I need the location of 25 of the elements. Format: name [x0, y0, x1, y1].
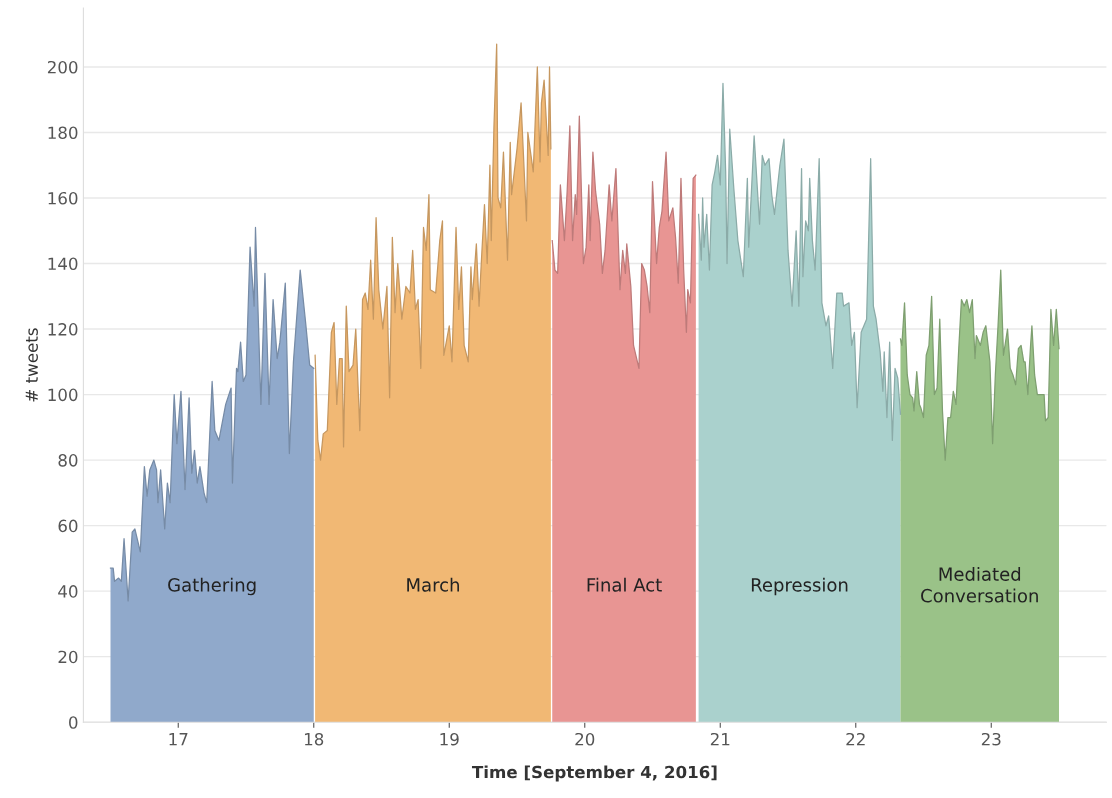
- series-label: Repression: [751, 577, 848, 596]
- y-tick-label: 20: [58, 650, 78, 664]
- x-tick-label: 18: [304, 732, 324, 746]
- series-label: Gathering: [168, 577, 256, 596]
- y-tick-label: 40: [58, 585, 78, 598]
- x-tick-label: 20: [575, 732, 595, 746]
- x-tick-label: 19: [440, 732, 459, 746]
- y-tick-label: 100: [48, 388, 78, 402]
- y-tick-label: 140: [48, 257, 78, 271]
- x-tick-label: 23: [981, 732, 1001, 746]
- series-label: March: [407, 577, 459, 592]
- series-label: Final Act: [587, 577, 662, 592]
- y-axis-title: # tweets: [25, 328, 38, 402]
- x-tick-label: 17: [169, 733, 188, 746]
- y-tick-label: 80: [58, 454, 78, 467]
- y-tick-label: 0: [69, 716, 78, 729]
- y-tick-label: 180: [48, 126, 78, 140]
- y-tick-label: 200: [47, 60, 78, 74]
- series-label: Mediated Conversation: [921, 566, 1038, 603]
- y-tick-label: 60: [58, 519, 78, 533]
- y-tick-label: 120: [48, 323, 78, 336]
- y-tick-label: 160: [48, 191, 78, 205]
- x-axis-title: Time [September 4, 2016]: [471, 765, 717, 782]
- x-tick-label: 21: [710, 732, 730, 746]
- x-tick-label: 22: [846, 732, 865, 746]
